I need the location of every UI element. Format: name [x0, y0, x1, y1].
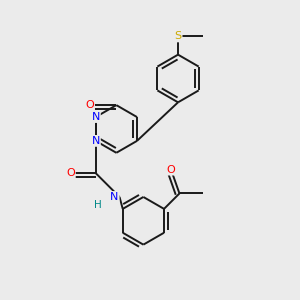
Text: O: O — [167, 165, 176, 175]
Text: N: N — [110, 192, 119, 202]
Text: N: N — [92, 136, 100, 146]
Text: O: O — [66, 168, 75, 178]
Text: S: S — [175, 32, 182, 41]
Text: N: N — [92, 112, 100, 122]
Text: O: O — [85, 100, 94, 110]
Text: H: H — [94, 200, 101, 210]
